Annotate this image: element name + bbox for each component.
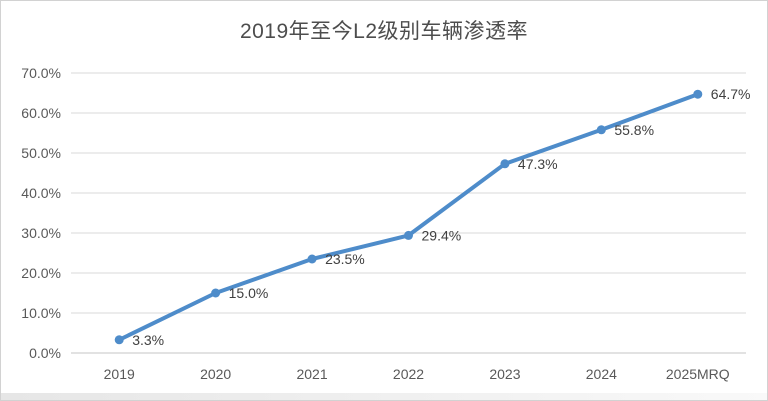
x-axis-tick-label: 2021 xyxy=(296,366,327,382)
bottom-shadow xyxy=(1,393,767,400)
data-point-label: 15.0% xyxy=(229,285,269,301)
data-point-label: 23.5% xyxy=(325,251,365,267)
data-point-marker xyxy=(596,125,606,135)
y-axis-tick-label: 70.0% xyxy=(21,65,61,81)
y-axis-tick-label: 0.0% xyxy=(29,345,61,361)
y-axis-tick-label: 60.0% xyxy=(21,105,61,121)
y-axis-tick-label: 40.0% xyxy=(21,185,61,201)
data-point-marker xyxy=(114,335,124,345)
data-point-marker xyxy=(211,288,221,298)
data-point-marker xyxy=(693,89,703,99)
x-axis-tick-label: 2023 xyxy=(489,366,520,382)
x-axis-tick-label: 2025MRQ xyxy=(666,366,730,382)
y-axis-tick-label: 10.0% xyxy=(21,305,61,321)
data-point-marker xyxy=(500,159,510,169)
data-point-marker xyxy=(404,230,413,240)
x-axis-tick-label: 2024 xyxy=(586,366,617,382)
y-axis-tick-label: 20.0% xyxy=(21,265,61,281)
series-line xyxy=(117,92,700,342)
x-axis-tick-label: 2019 xyxy=(104,366,135,382)
data-point-label: 3.3% xyxy=(132,332,164,348)
data-point-label: 47.3% xyxy=(518,156,558,172)
y-axis-tick-label: 30.0% xyxy=(21,225,61,241)
data-point-marker xyxy=(307,254,317,264)
x-axis-tick-label: 2020 xyxy=(200,366,231,382)
data-point-label: 64.7% xyxy=(711,86,751,102)
y-axis-tick-label: 50.0% xyxy=(21,145,61,161)
x-axis-tick-label: 2022 xyxy=(393,366,424,382)
data-point-label: 29.4% xyxy=(422,227,462,243)
data-point-label: 55.8% xyxy=(614,122,654,138)
